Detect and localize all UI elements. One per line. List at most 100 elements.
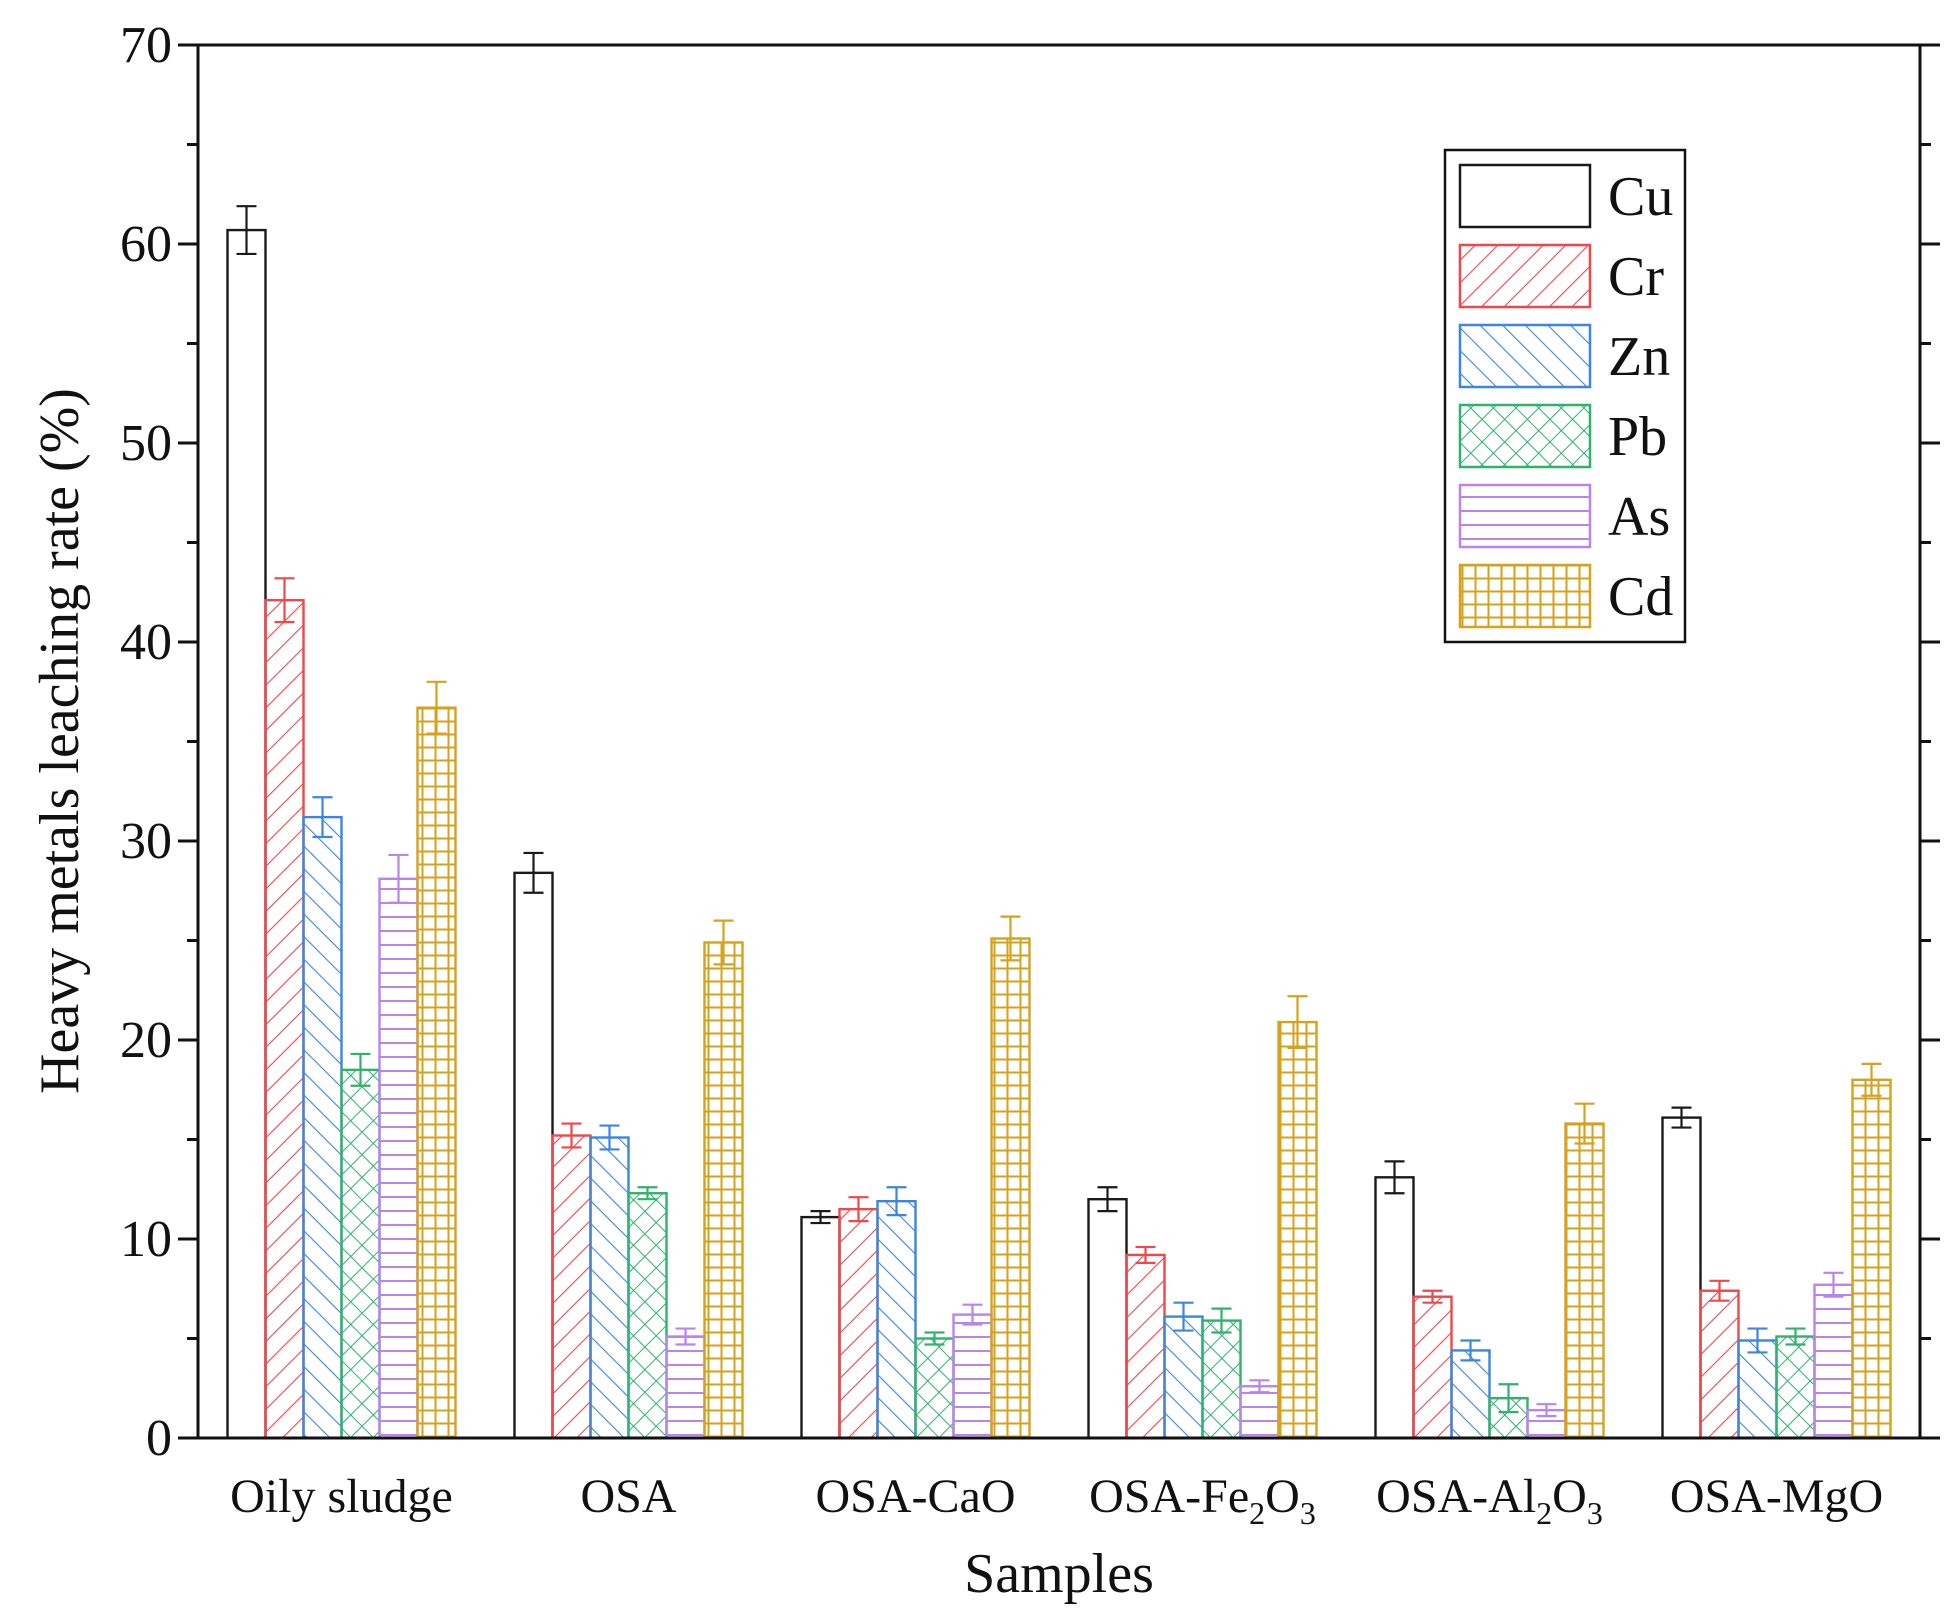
bar-cr [551, 1134, 592, 1440]
error-bar-cu [810, 1210, 831, 1225]
error-bar-cu [523, 851, 544, 894]
x-category-label: Oily sludge [230, 1470, 453, 1523]
bar-zn [876, 1199, 917, 1440]
legend-swatch-cu [1458, 163, 1592, 229]
error-bar-pb [637, 1186, 658, 1201]
x-category-label: OSA-Fe2O3 [1089, 1470, 1316, 1531]
bar-zn [1163, 1315, 1204, 1440]
bar-cr [1699, 1289, 1740, 1440]
error-bar-zn [1460, 1339, 1481, 1362]
category-labels: Oily sludge OSA OSA-CaO OSA-Fe2O3 OSA-Al2O3 O… [230, 1470, 1883, 1531]
error-bar-cd [1861, 1062, 1882, 1097]
error-bar-cd [1574, 1102, 1595, 1145]
x-category-label: OSA-Al2O3 [1376, 1470, 1603, 1531]
bar-zn [1737, 1339, 1778, 1440]
error-bar-cu [236, 205, 257, 256]
legend-label-zn: Zn [1608, 326, 1670, 388]
legend-label-cr: Cr [1608, 246, 1664, 308]
ticks-layer: 0 10 20 30 40 50 60 70 [120, 17, 1940, 1467]
bar-as [952, 1313, 993, 1440]
error-bar-cu [1097, 1186, 1118, 1213]
legend-label-pb: Pb [1608, 406, 1667, 468]
y-tick-label: 0 [146, 1410, 172, 1467]
bar-zn [302, 815, 343, 1440]
bar-cu [1087, 1197, 1128, 1440]
error-bar-pb [350, 1052, 371, 1087]
bar-cd [703, 941, 744, 1440]
error-bar-pb [1211, 1307, 1232, 1334]
error-bar-as [1249, 1379, 1270, 1394]
bar-pb [627, 1192, 668, 1440]
legend-swatch-cr [1458, 243, 1592, 309]
legend-swatch-pb [1458, 403, 1592, 469]
bar-as [1239, 1385, 1280, 1440]
y-tick-label: 60 [120, 216, 172, 273]
x-category-label: OSA [580, 1470, 676, 1523]
error-bar-pb [1785, 1327, 1806, 1346]
legend-swatch-as [1458, 483, 1592, 549]
error-bar-cr [1135, 1245, 1156, 1264]
bar-pb [1201, 1319, 1242, 1440]
y-axis-title: Heavy metals leaching rate (%) [29, 388, 91, 1094]
bar-cr [838, 1207, 879, 1440]
bars-layer [226, 228, 1892, 1440]
error-bar-zn [886, 1186, 907, 1217]
error-bar-as [388, 853, 409, 904]
legend-label-cu: Cu [1608, 166, 1673, 228]
legend-label-cd: Cd [1608, 566, 1673, 628]
error-bar-cu [1671, 1106, 1692, 1129]
bar-as [665, 1335, 706, 1440]
bar-as [378, 877, 419, 1440]
bar-pb [1775, 1335, 1816, 1440]
bar-cu [226, 228, 267, 1440]
legend-label-as: As [1608, 486, 1670, 548]
error-bar-as [675, 1327, 696, 1346]
error-bar-cd [713, 919, 734, 966]
y-tick-label: 50 [120, 415, 172, 472]
error-bar-cd [1000, 915, 1021, 962]
legend-swatch-cd [1458, 563, 1592, 629]
error-bar-cd [426, 680, 447, 735]
bar-zn [589, 1136, 630, 1440]
bar-pb [340, 1068, 381, 1440]
error-bar-pb [924, 1331, 945, 1346]
y-tick-label: 30 [120, 813, 172, 870]
error-bar-zn [312, 796, 333, 839]
error-bar-cr [1709, 1279, 1730, 1302]
error-bar-cr [848, 1196, 869, 1223]
bar-cd [1277, 1020, 1318, 1440]
y-tick-label: 40 [120, 614, 172, 671]
error-bar-zn [1747, 1327, 1768, 1354]
error-bar-as [1823, 1271, 1844, 1298]
bar-cr [1412, 1295, 1453, 1440]
legend-frame [1443, 148, 1687, 644]
error-bar-cr [1422, 1289, 1443, 1304]
bar-cu [513, 871, 554, 1440]
bar-cu [1661, 1116, 1702, 1440]
bar-cd [1851, 1078, 1892, 1440]
error-bar-as [962, 1303, 983, 1326]
bar-cu [800, 1215, 841, 1440]
y-tick-label: 20 [120, 1012, 172, 1069]
bar-cu [1374, 1176, 1415, 1440]
bar-pb [914, 1337, 955, 1440]
bar-cr [264, 599, 305, 1440]
error-bar-cr [561, 1122, 582, 1149]
error-bars-layer [236, 205, 1882, 1418]
legend-swatch-zn [1458, 323, 1592, 389]
error-bar-zn [1173, 1301, 1194, 1332]
bar-cr [1125, 1253, 1166, 1440]
y-tick-label: 70 [120, 17, 172, 74]
error-bar-cr [274, 577, 295, 624]
x-axis-title: Samples [964, 1543, 1154, 1605]
legend: Cu Cr Zn Pb As Cd [1443, 148, 1687, 644]
error-bar-cu [1384, 1160, 1405, 1195]
bar-cd [1564, 1122, 1605, 1440]
bar-zn [1450, 1349, 1491, 1440]
bar-cd [990, 937, 1031, 1440]
x-category-label: OSA-MgO [1670, 1470, 1883, 1523]
error-bar-cd [1287, 995, 1308, 1050]
error-bar-zn [599, 1124, 620, 1151]
x-category-label: OSA-CaO [816, 1470, 1016, 1523]
